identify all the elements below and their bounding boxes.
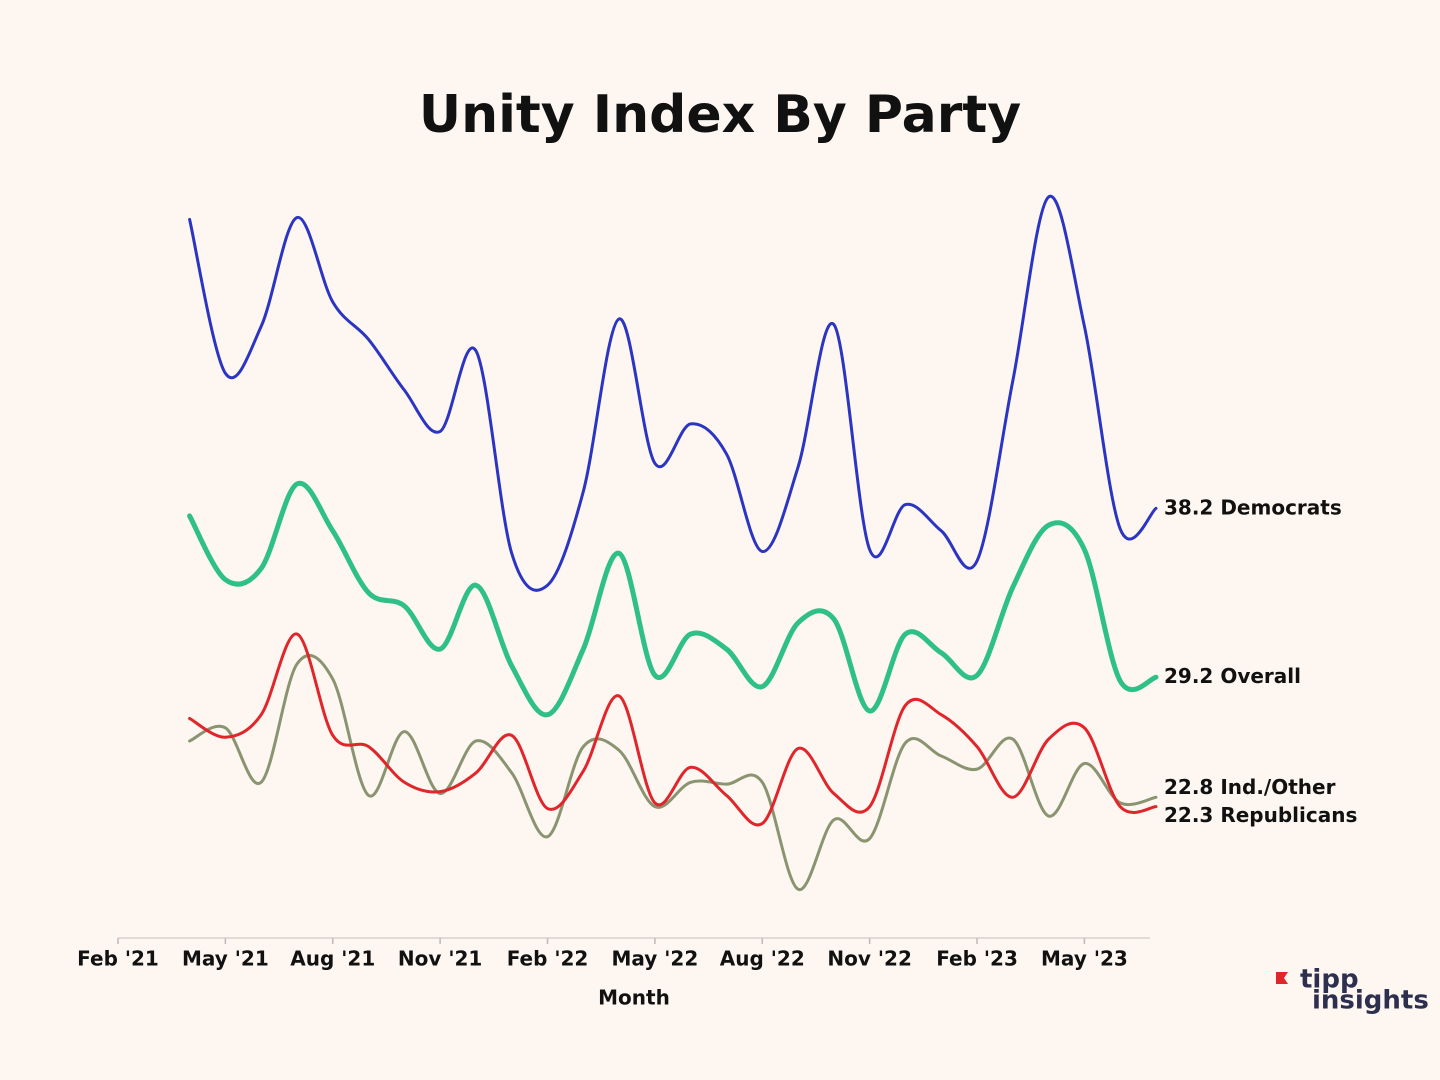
- x-tick-label: Feb '23: [936, 947, 1018, 971]
- x-tick-label: Feb '22: [507, 947, 589, 971]
- logo-text: tipp: [1300, 965, 1359, 995]
- series-line: [187, 480, 1159, 718]
- x-tick-label: Aug '22: [720, 947, 805, 971]
- end-label: 29.2 Overall: [1164, 664, 1301, 688]
- x-tick-label: Feb '21: [77, 947, 159, 971]
- logo-icon: [1276, 972, 1288, 984]
- x-axis-label: Month: [598, 986, 670, 1010]
- series-line: [188, 654, 1158, 891]
- end-label-value: 22.8: [1164, 774, 1213, 798]
- end-label-value: 29.2: [1164, 664, 1213, 688]
- legend-entry: Overall: [1220, 664, 1301, 688]
- end-label: 22.3 Republicans: [1164, 802, 1357, 826]
- series-line: [188, 194, 1158, 592]
- end-label-value: 38.2: [1164, 495, 1213, 519]
- legend-entry: Ind./Other: [1220, 774, 1335, 798]
- x-tick-label: May '23: [1041, 947, 1128, 971]
- x-tick-label: Aug '21: [290, 947, 375, 971]
- end-label: 22.8 Ind./Other: [1164, 774, 1336, 798]
- x-tick-label: Nov '21: [398, 947, 482, 971]
- chart-title: Unity Index By Party: [419, 85, 1021, 145]
- x-tick-label: May '22: [612, 947, 699, 971]
- legend-entry: Democrats: [1220, 495, 1341, 519]
- x-tick-label: May '21: [182, 947, 269, 971]
- end-label: 38.2 Democrats: [1164, 495, 1342, 519]
- legend-entry: Republicans: [1220, 802, 1357, 826]
- end-label-value: 22.3: [1164, 802, 1213, 826]
- logo: tipp insights: [1276, 965, 1429, 1016]
- series-line: [188, 632, 1158, 827]
- logo-text: insights: [1312, 986, 1429, 1016]
- x-tick-label: Nov '22: [827, 947, 911, 971]
